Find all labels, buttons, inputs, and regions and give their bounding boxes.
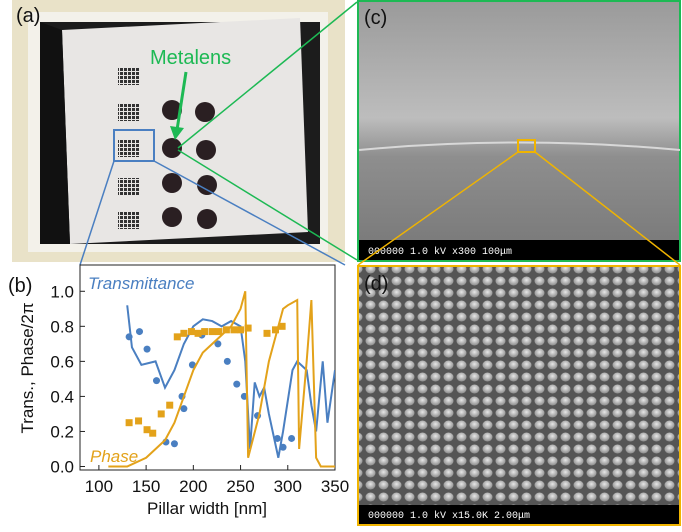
x-tick-label: 250	[226, 477, 254, 496]
callout: Metalens	[150, 47, 231, 69]
y-axis-label: Trans., Phase/2π	[18, 302, 37, 433]
marker	[274, 435, 281, 442]
plot-frame	[80, 265, 335, 470]
marker	[215, 328, 222, 335]
chart: Pillar width [nm] Trans., Phase/2π 100 15…	[18, 265, 349, 518]
y-tick-label: 0.2	[50, 422, 74, 441]
series-label: Transmittance	[88, 274, 194, 293]
marker	[188, 328, 195, 335]
panel-label: (a)	[16, 5, 40, 27]
marker	[237, 326, 244, 333]
marker	[153, 377, 160, 384]
y-tick-label: 0.4	[50, 387, 74, 406]
marker	[280, 444, 287, 451]
marker	[144, 346, 151, 353]
marker	[126, 333, 133, 340]
marker	[180, 405, 187, 412]
x-tick-label: 150	[132, 477, 160, 496]
marker	[223, 326, 230, 333]
marker	[233, 381, 240, 388]
marker	[245, 325, 252, 332]
x-tick-label: 200	[179, 477, 207, 496]
info-bar: 000000 1.0 kV x300 100μm	[368, 246, 512, 258]
x-tick-label: 100	[85, 477, 113, 496]
panel-label: (c)	[364, 7, 387, 29]
marker	[174, 333, 181, 340]
y-tick-label: 1.0	[50, 282, 74, 301]
marker	[135, 417, 142, 424]
y-tick-label: 0.0	[50, 457, 74, 476]
marker	[180, 330, 187, 337]
marker	[195, 330, 202, 337]
marker	[166, 402, 173, 409]
marker	[230, 326, 237, 333]
x-tick-label: 300	[274, 477, 302, 496]
marker	[272, 326, 279, 333]
x-axis-label: Pillar width [nm]	[147, 499, 267, 518]
panel-label: (b)	[8, 275, 32, 297]
info-bar: 000000 1.0 kV x15.0K 2.00μm	[368, 510, 530, 522]
y-tick-label: 0.8	[50, 317, 74, 336]
marker	[149, 430, 156, 437]
marker	[158, 410, 165, 417]
marker	[201, 328, 208, 335]
marker	[126, 419, 133, 426]
figure: Metalens 000000 1.0 kV x300 100μm 000000…	[0, 0, 682, 527]
marker	[264, 330, 271, 337]
y-tick-label: 0.6	[50, 352, 74, 371]
marker	[209, 328, 216, 335]
panel-label: (d)	[364, 273, 388, 295]
x-tick-label: 350	[321, 477, 349, 496]
marker	[136, 328, 143, 335]
marker	[224, 358, 231, 365]
sem-c: 000000 1.0 kV x300 100μm	[358, 1, 680, 261]
marker	[171, 440, 178, 447]
marker	[288, 435, 295, 442]
series-label: Phase	[90, 447, 138, 466]
marker	[279, 323, 286, 330]
sem-d: 000000 1.0 kV x15.0K 2.00μm	[358, 266, 680, 525]
